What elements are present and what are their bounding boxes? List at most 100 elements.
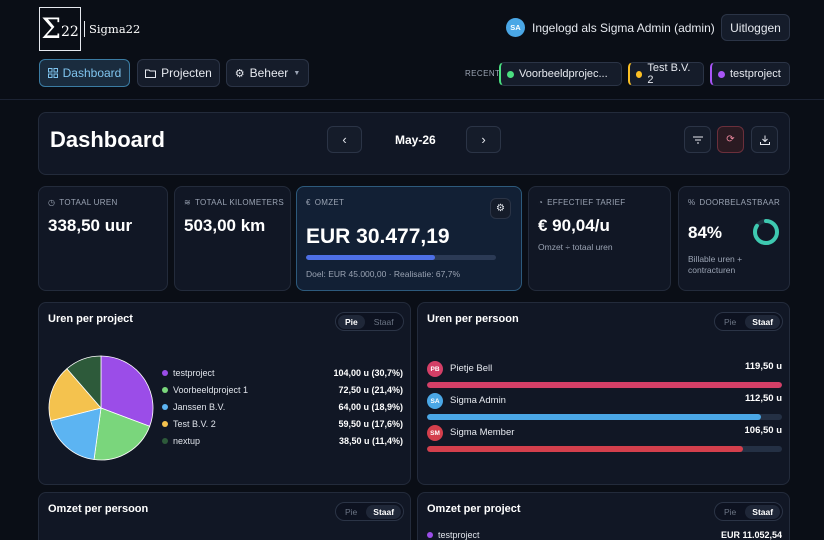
legend-value: 104,00 u (30,7%)	[333, 368, 403, 378]
avatar: SA	[427, 393, 443, 409]
nav-projects-label: Projecten	[161, 66, 212, 80]
revenue-per-project-card: Omzet per project Pie Staaf testproject …	[417, 492, 790, 540]
next-period-button[interactable]: ›	[466, 126, 501, 153]
legend-item: Janssen B.V. 64,00 u (18,9%)	[162, 400, 403, 414]
logout-button[interactable]: Uitloggen	[721, 14, 790, 41]
recent-item-label: Voorbeeldprojec...	[519, 68, 608, 80]
legend-label: Test B.V. 2	[173, 419, 216, 429]
recent-item[interactable]: Voorbeeldprojec...	[499, 62, 622, 86]
refresh-icon: ⟳	[726, 134, 735, 145]
dashboard-toolbar: Dashboard ‹ May-26 › ⟳	[38, 112, 790, 175]
nav-projects[interactable]: Projecten	[137, 59, 220, 87]
toggle-pie[interactable]: Pie	[724, 506, 737, 517]
folder-icon	[145, 69, 157, 78]
pie-slice-voorbeeldproject-1[interactable]	[93, 407, 151, 461]
list-item: testproject EUR 11.052,54	[427, 530, 782, 540]
gauge-icon: ◔	[538, 198, 544, 207]
legend-label: testproject	[173, 368, 215, 378]
legend-value: 64,00 u (18,9%)	[338, 402, 403, 412]
sigma-icon: Σ	[41, 11, 61, 45]
prev-period-button[interactable]: ‹	[327, 126, 362, 153]
refresh-button[interactable]: ⟳	[717, 126, 744, 153]
legend-dot	[162, 404, 168, 410]
person-name: Sigma Member	[450, 427, 515, 438]
logo[interactable]: Σ 22 Sigma22	[39, 6, 140, 51]
user-avatar: SA	[506, 18, 525, 37]
pie-slice-test-b-v-2[interactable]	[48, 368, 102, 422]
status-dot	[718, 70, 725, 78]
chart-type-toggle: Pie Staaf	[335, 502, 405, 521]
logo-mark-number: 22	[60, 23, 79, 40]
revenue-progress-fill	[306, 255, 435, 260]
bar-track	[427, 446, 782, 452]
toggle-bar[interactable]: Staaf	[373, 316, 394, 327]
project-name: testproject	[438, 530, 480, 540]
recent-item-label: Test B.V. 2	[647, 62, 691, 86]
nav-manage-label: Beheer	[249, 66, 289, 80]
revenue-settings-button[interactable]: ⚙	[490, 198, 511, 219]
card-title: Omzet per persoon	[48, 503, 149, 515]
toggle-pie[interactable]: Pie	[345, 506, 358, 517]
chevron-right-icon: ›	[481, 132, 486, 147]
stat-label: OMZET	[314, 198, 345, 207]
toggle-pie[interactable]: Pie	[724, 316, 737, 327]
toggle-bar[interactable]: Staaf	[745, 314, 781, 329]
period-label: May-26	[395, 133, 436, 147]
nav-dashboard[interactable]: Dashboard	[39, 59, 130, 87]
recent-item[interactable]: Test B.V. 2	[628, 62, 704, 86]
toggle-bar[interactable]: Staaf	[745, 504, 781, 519]
gear-icon: ⚙	[234, 67, 245, 80]
legend-item: Test B.V. 2 59,50 u (17,6%)	[162, 417, 403, 431]
header-divider	[0, 99, 824, 100]
chevron-left-icon: ‹	[342, 132, 347, 147]
bar-fill	[427, 446, 744, 452]
stat-label: TOTAAL KILOMETERS	[195, 198, 284, 207]
bar-fill	[427, 414, 762, 420]
legend-label: Janssen B.V.	[173, 402, 226, 412]
legend-label: nextup	[173, 436, 201, 446]
logo-text: Sigma22	[89, 21, 141, 36]
bar-fill	[427, 382, 782, 388]
stat-value: 84%	[688, 223, 723, 242]
caret-down-icon: ▼	[293, 69, 301, 77]
legend-dot	[162, 438, 168, 444]
legend-value: 59,50 u (17,6%)	[338, 419, 403, 429]
stat-total-km: ≋ TOTAAL KILOMETERS 503,00 km	[174, 186, 291, 291]
stat-label-row: € OMZET	[306, 198, 344, 207]
toggle-pie[interactable]: Pie	[338, 314, 365, 329]
recent-item-label: testproject	[730, 68, 781, 80]
card-title: Uren per persoon	[427, 313, 519, 325]
person-name: Sigma Admin	[450, 395, 506, 406]
pie-slice-testproject[interactable]	[100, 355, 154, 427]
person-hours: 106,50 u	[744, 425, 783, 436]
stat-sub: Billable uren + contracturen	[688, 254, 743, 276]
stat-value: EUR 30.477,19	[306, 225, 450, 248]
download-button[interactable]	[751, 126, 778, 153]
revenue-progress-track	[306, 255, 496, 260]
person-bar-row: PB Pietje Bell 119,50 u	[427, 361, 782, 389]
legend-dot	[162, 370, 168, 376]
filter-icon	[692, 136, 703, 143]
toggle-bar[interactable]: Staaf	[366, 504, 402, 519]
billable-ring	[753, 219, 779, 245]
nav-manage[interactable]: ⚙ Beheer ▼	[226, 59, 309, 87]
pie-slice-nextup[interactable]	[66, 355, 102, 410]
project-revenue: EUR 11.052,54	[720, 530, 782, 540]
avatar: SM	[427, 425, 443, 441]
person-hours: 119,50 u	[745, 361, 782, 372]
route-icon: ≋	[184, 198, 192, 207]
pie-slice-janssen-b-v-[interactable]	[50, 407, 102, 460]
stat-total-hours: ◷ TOTAAL UREN 338,50 uur	[38, 186, 168, 291]
recent-item[interactable]: testproject	[710, 62, 790, 86]
hours-per-project-card: Uren per project Pie Staaf testproject 10…	[38, 302, 411, 485]
legend-dot	[162, 387, 168, 393]
chart-type-toggle: Pie Staaf	[335, 312, 404, 331]
person-bar-row: SA Sigma Admin 112,50 u	[427, 393, 782, 421]
logo-divider	[84, 20, 85, 37]
page-title: Dashboard	[50, 127, 165, 152]
revenue-target-text: Doel: EUR 45.000,00 · Realisatie: 67,7%	[306, 269, 461, 279]
clock-icon: ◷	[48, 198, 56, 207]
filter-button[interactable]	[684, 126, 711, 153]
stat-effective-rate: ◔ EFFECTIEF TARIEF € 90,04/u Omzet ÷ tot…	[528, 186, 671, 291]
stat-label: DOORBELASTBAAR	[699, 198, 781, 207]
